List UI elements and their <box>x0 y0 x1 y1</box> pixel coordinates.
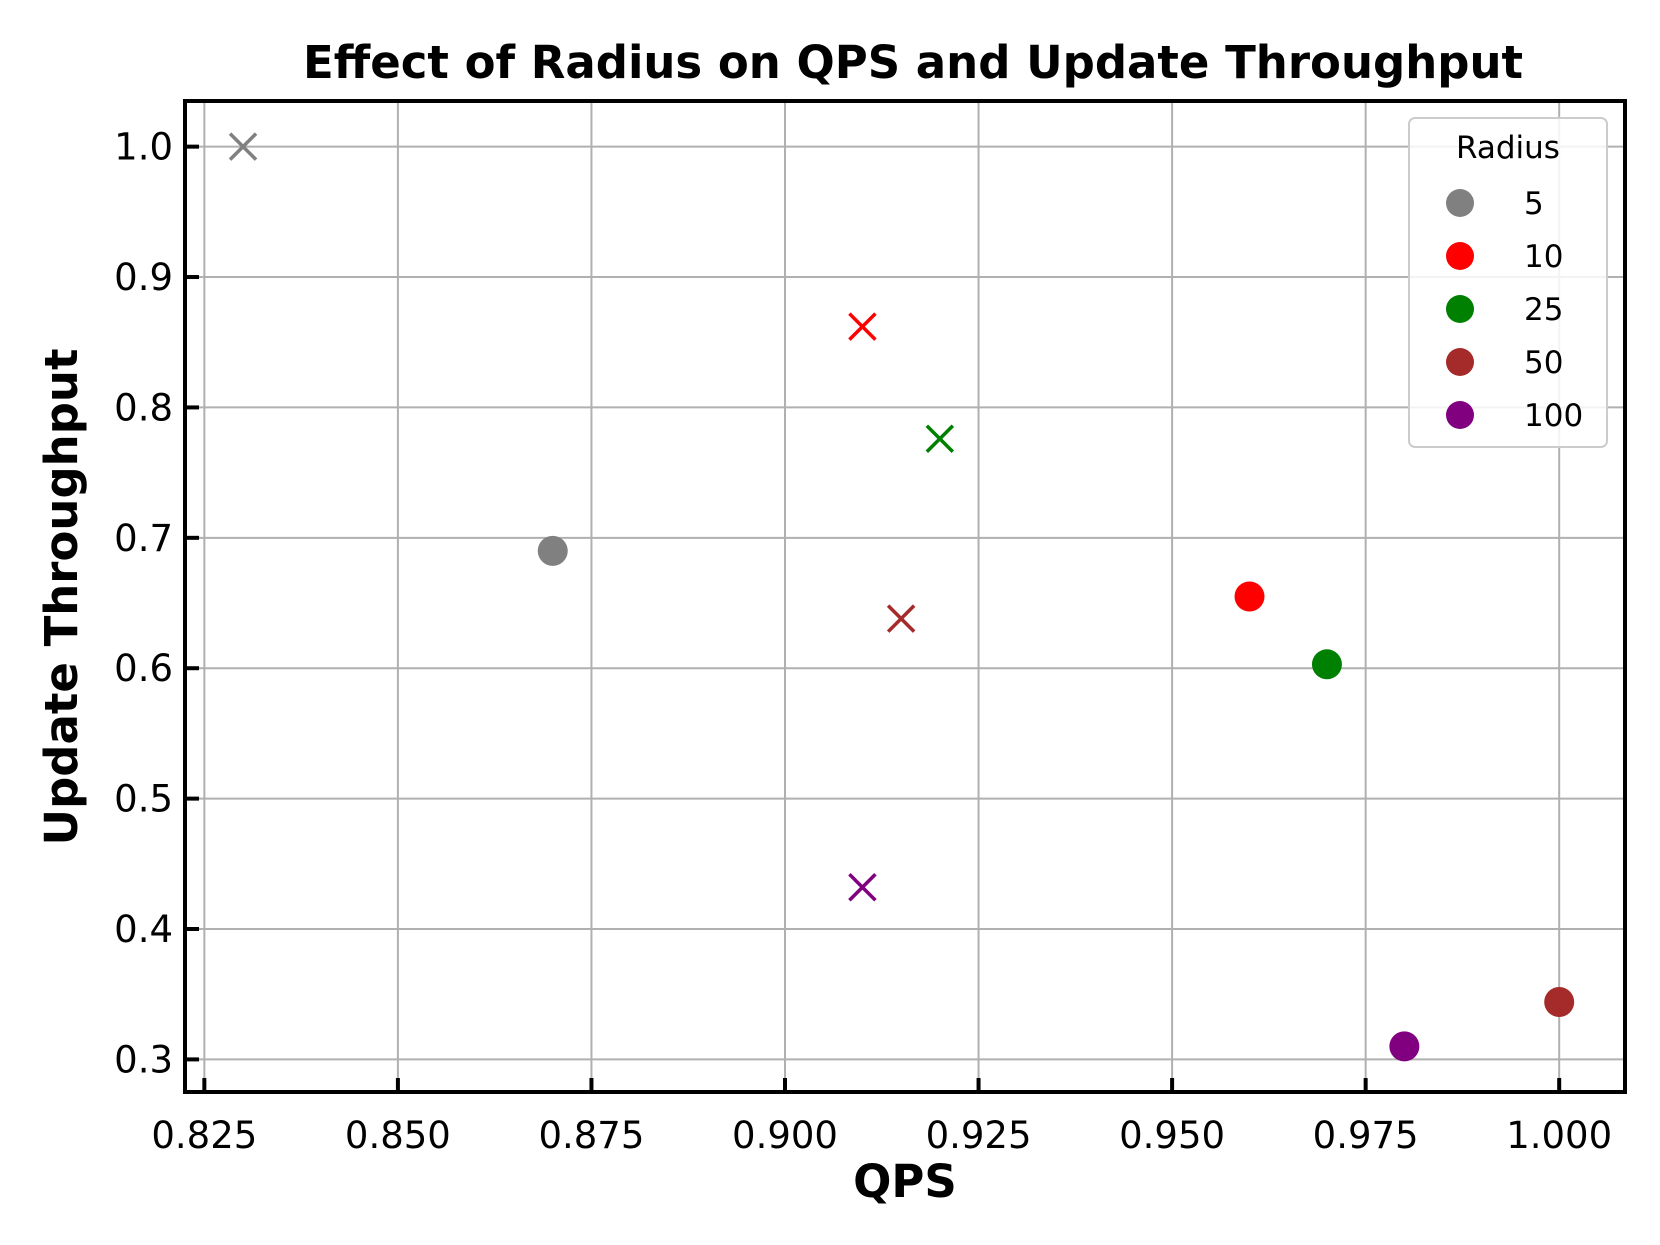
legend: Radius 5 10 25 50 100 <box>1408 117 1608 448</box>
data-point-x <box>848 312 877 341</box>
data-point-x <box>848 873 877 902</box>
data-point-circle <box>1311 649 1342 680</box>
legend-entry-label: 50 <box>1524 345 1563 381</box>
x-tick-label: 0.850 <box>345 1114 451 1157</box>
y-tick-label: 0.9 <box>114 256 173 299</box>
y-tick-label: 0.7 <box>114 517 173 560</box>
data-point-circle <box>537 535 568 566</box>
data-points <box>228 132 1575 1062</box>
legend-title: Radius <box>1456 130 1560 166</box>
y-tick-label: 0.5 <box>114 778 173 821</box>
y-tick-label: 1.0 <box>114 126 173 169</box>
x-tick-label: 0.950 <box>1119 1114 1225 1157</box>
legend-entry-label: 5 <box>1524 186 1544 222</box>
x-tick-label: 0.825 <box>151 1114 257 1157</box>
x-axis-label: QPS <box>853 1155 957 1208</box>
legend-marker <box>1446 242 1474 270</box>
x-tick-label: 0.925 <box>926 1114 1032 1157</box>
legend-marker <box>1446 401 1474 429</box>
data-point-circle <box>1234 581 1265 612</box>
x-tick-label: 1.000 <box>1506 1114 1612 1157</box>
x-tick-label: 0.900 <box>732 1114 838 1157</box>
y-axis-label: Update Throughput <box>35 349 88 846</box>
legend-marker <box>1446 189 1474 217</box>
chart-title: Effect of Radius on QPS and Update Throu… <box>303 36 1523 89</box>
legend-marker <box>1446 295 1474 323</box>
axis-ticks: 0.825 0.850 0.875 0.900 0.925 0.950 0.975 1.000… <box>114 126 1612 1157</box>
x-tick-label: 0.975 <box>1313 1114 1419 1157</box>
y-tick-label: 0.6 <box>114 647 173 690</box>
data-point-x <box>925 424 955 453</box>
plot-frame <box>183 99 1627 1094</box>
legend-entry-label: 100 <box>1524 398 1583 434</box>
data-point-x <box>886 604 916 633</box>
y-tick-label: 0.8 <box>114 386 173 429</box>
data-point-circle <box>1544 987 1575 1018</box>
legend-entry-label: 25 <box>1524 292 1563 328</box>
data-point-x <box>228 132 258 161</box>
legend-marker <box>1446 348 1474 376</box>
data-point-circle <box>1389 1031 1420 1062</box>
y-tick-label: 0.3 <box>114 1038 173 1081</box>
x-tick-label: 0.875 <box>538 1114 644 1157</box>
y-tick-label: 0.4 <box>114 908 173 951</box>
legend-entry-label: 10 <box>1524 239 1563 275</box>
